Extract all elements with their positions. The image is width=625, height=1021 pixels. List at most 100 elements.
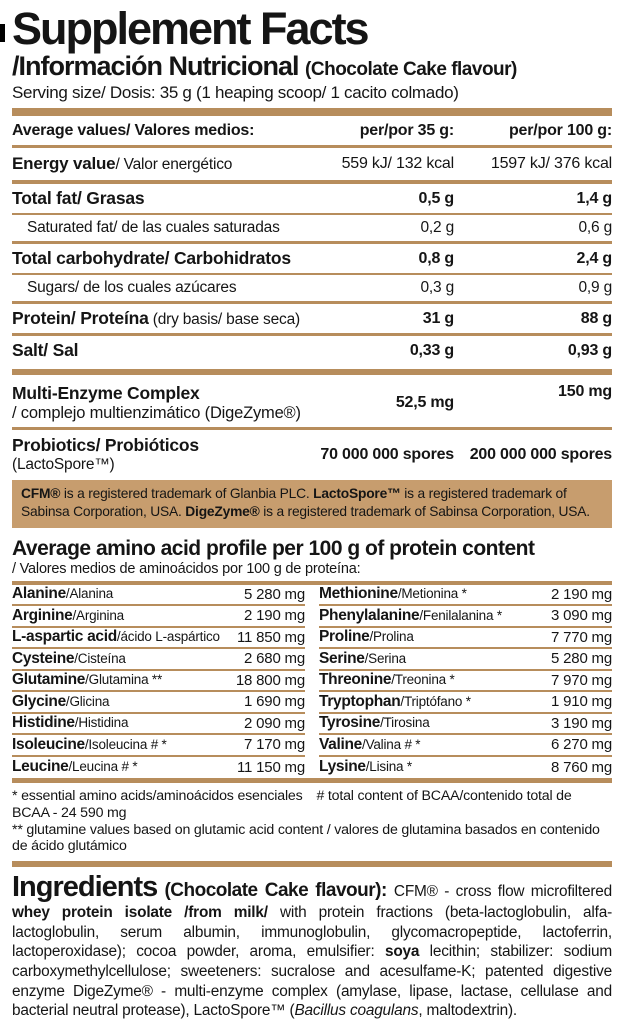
amino-row-tryptophan: Tryptophan/Triptófano * 1 910 mg [319, 692, 612, 714]
row-energy-value: Energy value/ Valor energético 559 kJ/ 1… [12, 148, 612, 185]
amino-value: 3 090 mg [551, 607, 612, 625]
amino-value: 5 280 mg [551, 650, 612, 668]
amino-value: 1 690 mg [244, 693, 305, 711]
row-label: Salt/ Sal [12, 340, 79, 361]
amino-row-glycine: Glycine/Glicina 1 690 mg [12, 692, 305, 714]
ingredients-flavour: (Chocolate Cake flavour): [157, 880, 394, 902]
row-sugars: Sugars/ de los cuales azúcares 0,3 g 0,9… [12, 275, 613, 305]
header-per-100g: per/por 100 g: [508, 122, 612, 140]
row-label: Energy value/ Valor energético [12, 154, 233, 174]
value-per-35g: 52,5 mg [395, 394, 454, 412]
amino-profile-title: Average amino acid profile per 100 g of … [12, 536, 535, 560]
amino-row-proline: Proline/Prolina 7 770 mg [319, 628, 612, 650]
value-per-35g: 0,3 g [420, 279, 455, 297]
section-divider [12, 861, 612, 868]
amino-row-alanine: Alanine/Alanina 5 280 mg [12, 585, 305, 607]
header-average-values: Average values/ Valores medios: [12, 122, 255, 140]
value-per-35g: 70 000 000 spores [320, 445, 454, 463]
value-per-35g: 0,5 g [418, 189, 455, 207]
amino-value: 5 280 mg [244, 585, 305, 603]
nutrition-table: Average values/ Valores medios: per/por … [12, 116, 612, 478]
trademark-digezyme: DigeZyme® [185, 504, 260, 520]
amino-row-leucine: Leucine/Leucina # * 11 150 mg [12, 758, 305, 776]
amino-row-cysteine: Cysteine/Cisteína 2 680 mg [12, 649, 305, 671]
amino-value: 7 970 mg [551, 671, 612, 689]
row-label: Total carbohydrate/ Carbohidratos [12, 248, 291, 269]
ingredients-heading: Ingredients [12, 871, 158, 904]
amino-value: 2 190 mg [551, 585, 612, 603]
amino-value: 2 190 mg [244, 607, 305, 625]
row-label: Probiotics/ Probióticos (LactoSpore™) [12, 435, 199, 474]
amino-row-histidine: Histidine/Histidina 2 090 mg [12, 714, 305, 736]
value-per-100g: 0,9 g [578, 279, 613, 297]
value-per-100g: 150 mg [558, 383, 612, 401]
bacillus-coagulans-italic: Bacillus coagulans [294, 1002, 419, 1020]
subtitle-spanish: /Información Nutricional [12, 50, 300, 81]
row-total-carbohydrate: Total carbohydrate/ Carbohidratos 0,8 g … [12, 244, 613, 276]
amino-row-arginine: Arginine/Arginina 2 190 mg [12, 606, 305, 628]
accent-bar-top [12, 108, 612, 117]
amino-column-left: Alanine/Alanina 5 280 mg Arginine/Arginin… [12, 585, 305, 779]
amino-value: 11 850 mg [237, 628, 305, 646]
header-per-35g: per/por 35 g: [359, 122, 455, 140]
page-title: Supplement Facts [12, 3, 370, 54]
value-per-100g: 1597 kJ/ 376 kcal [490, 155, 612, 173]
amino-value: 7 770 mg [551, 628, 612, 646]
row-salt: Salt/ Sal 0,33 g 0,93 g [12, 336, 612, 365]
value-per-35g: 0,2 g [420, 219, 455, 237]
value-per-35g: 31 g [422, 309, 454, 327]
amino-value: 2 090 mg [244, 714, 305, 732]
value-per-35g: 0,33 g [409, 341, 454, 359]
value-per-100g: 200 000 000 spores [469, 445, 612, 463]
amino-value: 7 170 mg [244, 736, 305, 754]
footnote-glutamine: ** glutamine values based on glutamic ac… [12, 821, 600, 855]
amino-row-valine: Valine/Valina # * 6 270 mg [319, 735, 612, 757]
row-label: Protein/ Proteína (dry basis/ base seca) [12, 308, 300, 329]
amino-row-serine: Serine/Serina 5 280 mg [319, 649, 612, 671]
flavour-note: (Chocolate Cake flavour) [305, 58, 517, 80]
row-label: Sugars/ de los cuales azúcares [27, 279, 237, 297]
row-saturated-fat: Saturated fat/ de las cuales saturadas 0… [12, 215, 613, 245]
row-probiotics: Probiotics/ Probióticos (LactoSpore™) 70… [12, 430, 612, 478]
amino-value: 6 270 mg [551, 736, 612, 754]
supplement-facts-label: Supplement Facts /Información Nutriciona… [0, 3, 612, 1019]
amino-value: 3 190 mg [551, 714, 612, 732]
value-per-100g: 0,93 g [567, 341, 612, 359]
value-per-100g: 0,6 g [578, 219, 613, 237]
serving-size: Serving size/ Dosis: 35 g (1 heaping sco… [12, 83, 459, 103]
amino-value: 2 680 mg [244, 650, 305, 668]
accent-bar-mid [12, 369, 612, 376]
row-multi-enzyme-complex: Multi-Enzyme Complex / complejo multienzi… [12, 379, 612, 431]
value-per-100g: 88 g [580, 309, 612, 327]
subtitle-line: /Información Nutricional (Chocolate Cake… [12, 52, 612, 80]
row-label: Total fat/ Grasas [12, 188, 145, 209]
amino-row-tyrosine: Tyrosine/Tirosina 3 190 mg [319, 714, 612, 736]
value-per-35g: 559 kJ/ 132 kcal [341, 155, 455, 173]
ingredients-paragraph: Ingredients (Chocolate Cake flavour): CF… [12, 871, 612, 1020]
table-header-row: Average values/ Valores medios: per/por … [12, 116, 612, 149]
row-label: Multi-Enzyme Complex / complejo multienzi… [12, 383, 301, 423]
amino-row-methionine: Methionine/Metionina * 2 190 mg [319, 585, 612, 607]
amino-value: 18 800 mg [235, 671, 305, 689]
amino-row-glutamine: Glutamine/Glutamina ** 18 800 mg [12, 671, 305, 693]
amino-value: 11 150 mg [237, 758, 305, 776]
amino-value: 1 910 mg [551, 693, 612, 711]
trademark-cfm: CFM® [21, 486, 61, 502]
value-per-35g: 0,8 g [418, 249, 455, 267]
amino-profile-subtitle: / Valores medios de aminoácidos por 100 … [12, 561, 612, 585]
value-per-100g: 1,4 g [576, 189, 613, 207]
value-per-100g: 2,4 g [576, 249, 613, 267]
accent-bar-amino-bottom [12, 778, 612, 784]
print-edge-artifact [0, 24, 5, 42]
footnote-essential: * essential amino acids/aminoácidos esen… [12, 788, 572, 821]
amino-value: 8 760 mg [551, 758, 612, 776]
row-protein: Protein/ Proteína (dry basis/ base seca)… [12, 304, 612, 337]
trademark-note: CFM® is a registered trademark of Glanbi… [12, 480, 612, 528]
amino-row-isoleucine: Isoleucine/Isoleucina # * 7 170 mg [12, 735, 305, 757]
amino-column-right: Methionine/Metionina * 2 190 mg Phenylala… [319, 585, 612, 779]
amino-row-lysine: Lysine/Lisina * 8 760 mg [319, 758, 612, 776]
amino-row-phenylalanine: Phenylalanine/Fenilalanina * 3 090 mg [319, 606, 612, 628]
amino-row-threonine: Threonine/Treonina * 7 970 mg [319, 671, 612, 693]
amino-row-l-aspartic-acid: L-aspartic acid/ácido L-aspártico 11 850 … [12, 628, 305, 650]
row-total-fat: Total fat/ Grasas 0,5 g 1,4 g [12, 184, 613, 216]
